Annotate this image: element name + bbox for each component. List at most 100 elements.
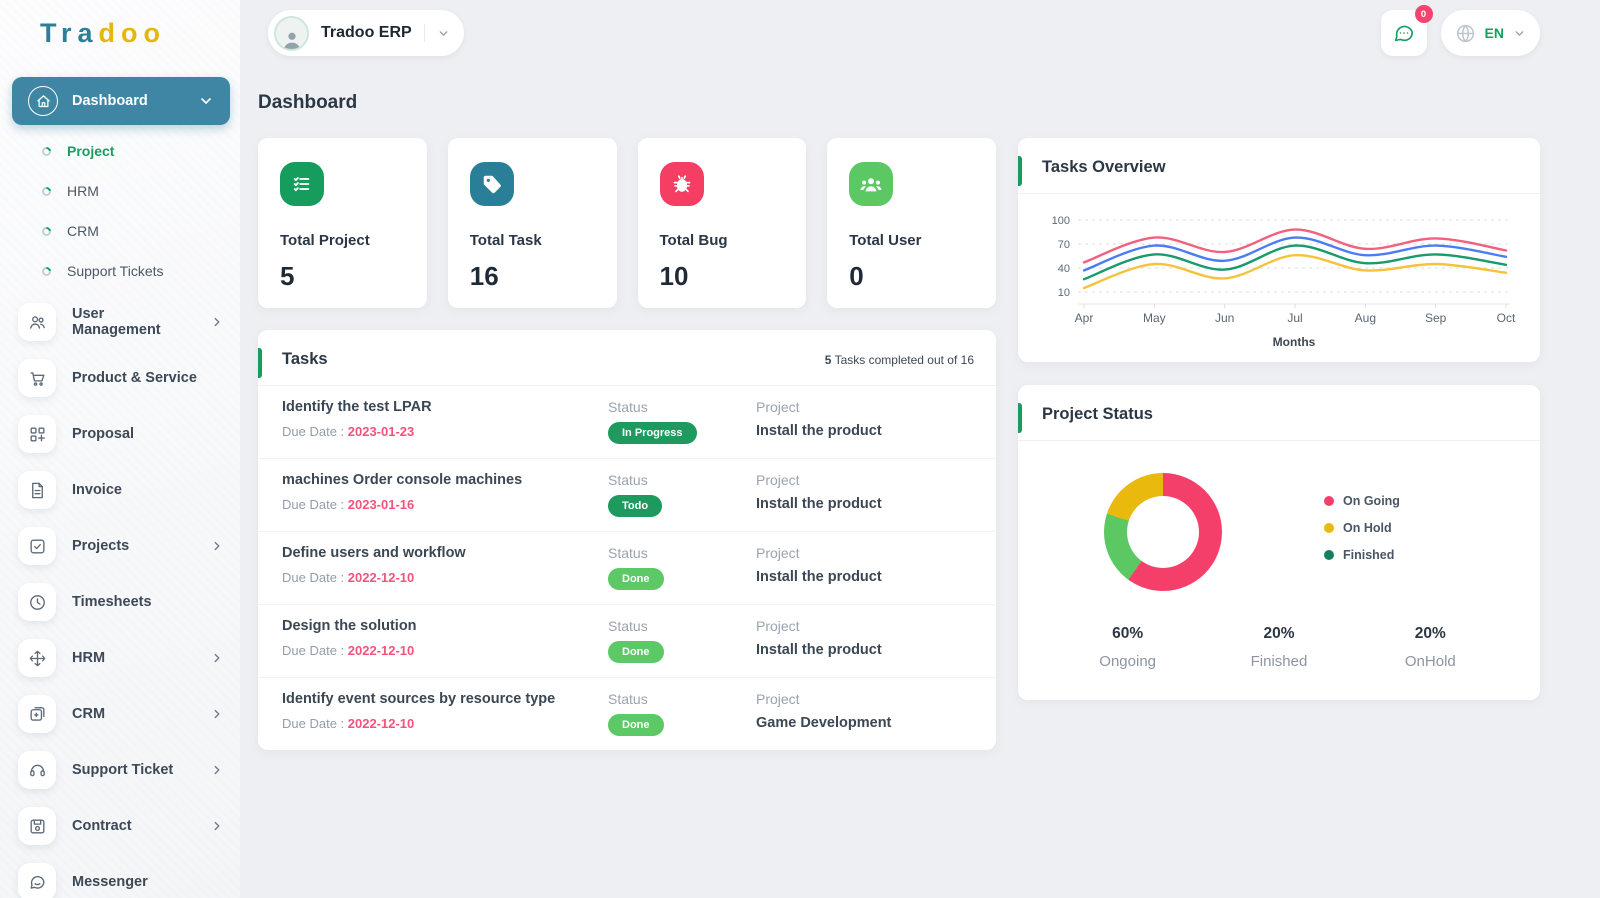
sidebar-subitem-label: Project	[67, 143, 115, 159]
status-column-label: Status	[608, 691, 648, 707]
tasks-summary: 5 Tasks completed out of 16	[824, 352, 974, 367]
task-row[interactable]: Identify the test LPAR Due Date : 2023-0…	[258, 386, 996, 459]
sidebar-item-dashboard[interactable]: Dashboard	[12, 77, 230, 125]
task-project-col: Project Install the product	[756, 399, 972, 439]
move-icon	[18, 639, 56, 677]
stat-value: 5	[280, 261, 295, 291]
tasks-overview-title: Tasks Overview	[1042, 158, 1166, 176]
top-header: Tradoo ERP 0 EN	[240, 0, 1600, 66]
task-row[interactable]: Identify event sources by resource type …	[258, 678, 996, 750]
legend-item: On Hold	[1324, 521, 1400, 535]
tasks-card-title: Tasks	[282, 350, 328, 368]
legend-item: Finished	[1324, 548, 1400, 562]
task-title: machines Order console machines	[282, 472, 523, 488]
sidebar-item-hrm[interactable]: HRM	[0, 633, 240, 683]
svg-text:100: 100	[1052, 215, 1070, 227]
sidebar-item-contract[interactable]: Contract	[0, 801, 240, 851]
sidebar-item-support-ticket[interactable]: Support Ticket	[0, 745, 240, 795]
sidebar-subitem-label: HRM	[67, 183, 99, 199]
progress-bullet-icon	[40, 224, 53, 238]
task-status-col: Status Done	[608, 545, 756, 590]
progress-bullet-icon	[40, 144, 53, 158]
stat-value: 0	[849, 261, 864, 291]
svg-text:70: 70	[1058, 239, 1070, 251]
status-badge: Done	[608, 568, 664, 590]
sidebar-item-timesheets[interactable]: Timesheets	[0, 577, 240, 627]
home-icon	[28, 86, 58, 116]
sidebar-item-label: Support Ticket	[72, 762, 174, 778]
task-status-col: Status Done	[608, 691, 756, 736]
sidebar-item-label: Invoice	[72, 482, 122, 498]
project-status-donut-chart	[1104, 473, 1222, 591]
brand-logo-part1: Tra	[40, 18, 99, 48]
sidebar-subitem-crm[interactable]: CRM	[0, 211, 240, 251]
sidebar-item-invoice[interactable]: Invoice	[0, 465, 240, 515]
workspace-avatar	[274, 15, 309, 51]
task-project-col: Project Install the product	[756, 618, 972, 658]
task-title: Identify event sources by resource type	[282, 691, 556, 707]
sidebar-subitem-project[interactable]: Project	[0, 131, 240, 171]
stat-cards-row: Total Project 5 Total Task 16 Total Bug …	[258, 138, 996, 308]
sidebar-item-user-management[interactable]: User Management	[0, 297, 240, 347]
task-row[interactable]: Define users and workflow Due Date : 202…	[258, 532, 996, 605]
legend-label: Finished	[1343, 548, 1395, 562]
sidebar-item-crm[interactable]: CRM	[0, 689, 240, 739]
brand-logo-part2: doo	[98, 18, 167, 48]
language-selector[interactable]: EN	[1440, 10, 1540, 56]
tasks-list: Identify the test LPAR Due Date : 2023-0…	[258, 386, 996, 750]
sidebar-item-label: Proposal	[72, 426, 135, 442]
task-due-date: Due Date : 2022-12-10	[282, 570, 415, 585]
task-project-col: Project Install the product	[756, 545, 972, 585]
sidebar-subitem-label: CRM	[67, 223, 99, 239]
legend-item: On Going	[1324, 494, 1400, 508]
chat-icon	[18, 863, 56, 898]
task-project-col: Project Game Development	[756, 691, 972, 731]
sidebar-item-projects[interactable]: Projects	[0, 521, 240, 571]
svg-text:Apr: Apr	[1075, 311, 1094, 325]
status-badge: Done	[608, 714, 664, 736]
task-project-name: Install the product	[756, 642, 882, 658]
sidebar-item-messenger[interactable]: Messenger	[0, 857, 240, 898]
users-icon	[849, 162, 894, 206]
chevron-down-icon	[1513, 27, 1526, 40]
svg-text:Oct: Oct	[1497, 311, 1516, 325]
status-column-label: Status	[608, 618, 648, 634]
svg-text:Aug: Aug	[1355, 311, 1376, 325]
sidebar-subitem-hrm[interactable]: HRM	[0, 171, 240, 211]
project-status-card: Project Status On Going On Hold Finished 6…	[1018, 385, 1540, 700]
chevron-right-icon	[210, 819, 224, 833]
bug-icon	[659, 162, 704, 206]
tasks-card: Tasks 5 Tasks completed out of 16 Identi…	[258, 330, 996, 750]
checklist-icon	[280, 162, 324, 206]
sidebar-subitem-support-tickets[interactable]: Support Tickets	[0, 251, 240, 291]
sidebar-item-proposal[interactable]: Proposal	[0, 409, 240, 459]
sidebar-item-label: User Management	[72, 306, 161, 338]
chevron-right-icon	[210, 651, 224, 665]
messages-button[interactable]: 0	[1380, 5, 1433, 56]
stat-percentage: 20%	[1414, 625, 1446, 642]
project-status-stat: 60% Ongoing	[1052, 625, 1203, 670]
svg-text:Jun: Jun	[1215, 311, 1234, 325]
headset-icon	[18, 751, 56, 789]
sidebar-item-label: Contract	[72, 818, 132, 834]
legend-dot	[1324, 496, 1334, 506]
chevron-right-icon	[210, 763, 224, 777]
status-badge: Todo	[608, 495, 663, 517]
workspace-selector[interactable]: Tradoo ERP	[268, 10, 464, 56]
sidebar-item-label: Projects	[72, 538, 130, 554]
status-column-label: Status	[608, 472, 648, 488]
project-status-stat: 20% Finished	[1203, 625, 1354, 670]
task-project-col: Project Install the product	[756, 472, 972, 512]
task-row[interactable]: machines Order console machines Due Date…	[258, 459, 996, 532]
project-column-label: Project	[756, 545, 800, 561]
task-title: Design the solution	[282, 618, 417, 634]
legend-label: On Going	[1343, 494, 1400, 508]
sidebar-item-product-service[interactable]: Product & Service	[0, 353, 240, 403]
stat-card-total-bug: Total Bug 10	[637, 138, 807, 308]
progress-bullet-icon	[40, 264, 53, 278]
project-column-label: Project	[756, 691, 800, 707]
chevron-right-icon	[210, 707, 224, 721]
task-due-date: Due Date : 2023-01-23	[282, 424, 415, 439]
svg-text:10: 10	[1058, 287, 1070, 299]
task-row[interactable]: Design the solution Due Date : 2022-12-1…	[258, 605, 996, 678]
